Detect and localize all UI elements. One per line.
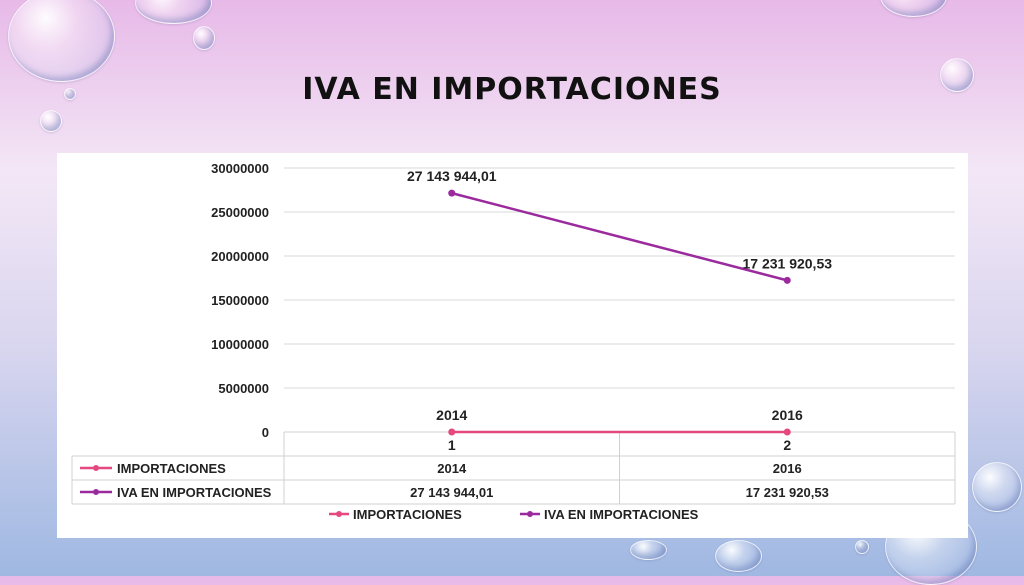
y-tick-label: 10000000 <box>211 337 269 352</box>
category-label: 2 <box>783 437 791 453</box>
y-tick-label: 25000000 <box>211 205 269 220</box>
table-cell: 17 231 920,53 <box>746 485 829 500</box>
legend-key-marker <box>336 511 342 517</box>
bubble-decoration <box>8 0 115 82</box>
series-line <box>451 191 788 282</box>
table-series-label: IMPORTACIONES <box>117 461 226 476</box>
bubble-decoration <box>64 88 76 100</box>
table-cell: 27 143 944,01 <box>410 485 493 500</box>
chart-area: 0 5000000 10000000 15000000 20000000 25000000… <box>57 153 968 538</box>
bubble-decoration <box>715 540 762 572</box>
data-label: 27 143 944,01 <box>407 168 497 184</box>
legend-key-marker <box>93 489 99 495</box>
category-label: 1 <box>448 437 456 453</box>
bubble-decoration <box>193 26 215 50</box>
table-cell: 2014 <box>437 461 467 476</box>
data-point <box>448 428 456 436</box>
y-tick-label: 5000000 <box>218 381 269 396</box>
data-point <box>783 276 791 284</box>
legend-key-marker <box>527 511 533 517</box>
line-chart: 0 5000000 10000000 15000000 20000000 25000000… <box>71 161 956 522</box>
bubble-decoration <box>940 58 974 92</box>
bubble-decoration <box>40 110 62 132</box>
bubble-decoration <box>630 540 667 560</box>
data-point <box>448 189 456 197</box>
y-tick-label: 30000000 <box>211 161 269 176</box>
bubble-decoration <box>135 0 212 24</box>
data-point <box>783 428 791 436</box>
legend-entry: IVA EN IMPORTACIONES <box>544 507 699 522</box>
legend-entry: IMPORTACIONES <box>353 507 462 522</box>
data-label: 2014 <box>436 407 467 423</box>
data-label: 2016 <box>772 407 803 423</box>
y-tick-label: 20000000 <box>211 249 269 264</box>
bubble-decoration <box>972 462 1022 512</box>
data-label: 17 231 920,53 <box>742 255 832 271</box>
y-tick-label: 0 <box>262 425 269 440</box>
y-tick-label: 15000000 <box>211 293 269 308</box>
bubble-decoration <box>855 540 869 554</box>
table-cell: 2016 <box>773 461 802 476</box>
bubble-decoration <box>880 0 947 17</box>
table-series-label: IVA EN IMPORTACIONES <box>117 485 272 500</box>
legend-key-marker <box>93 465 99 471</box>
page-title: IVA EN IMPORTACIONES <box>302 72 722 107</box>
